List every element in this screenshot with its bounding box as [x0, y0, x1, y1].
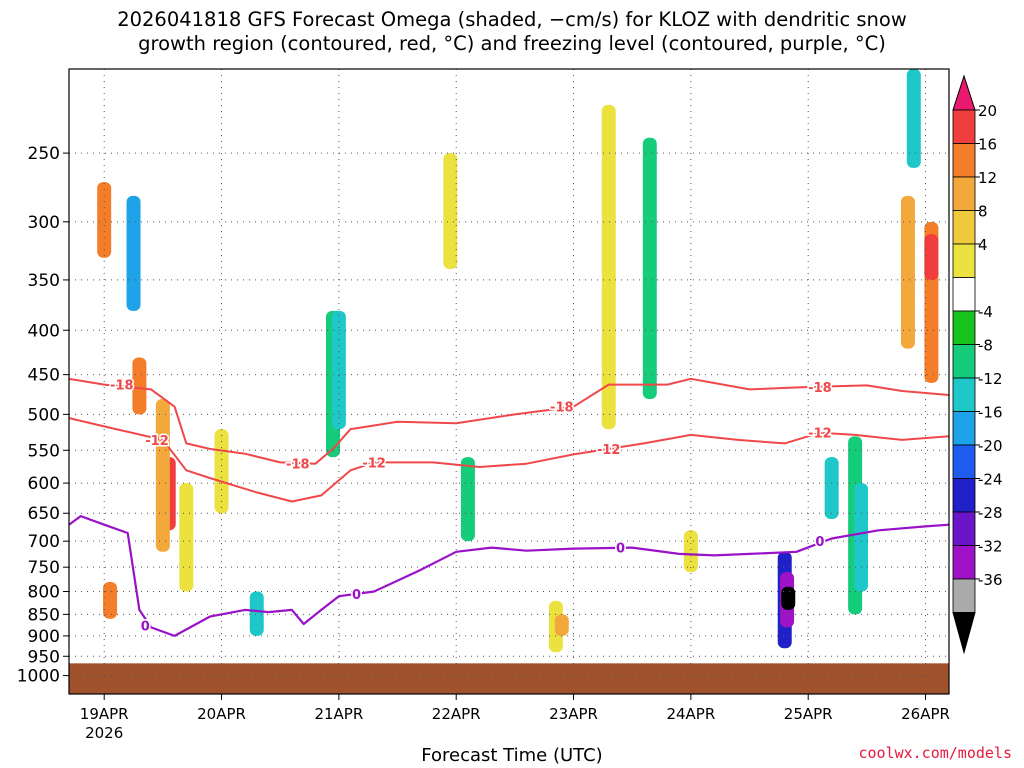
- contour-label--12C-1: -12: [362, 456, 386, 471]
- omega-cell-16: [642, 137, 657, 399]
- contour-label--18C-0: -18: [110, 379, 134, 394]
- omega-cell-24: [900, 195, 915, 349]
- contour-label--12C-3: -12: [808, 427, 832, 442]
- y-tick-label-700: 700: [28, 532, 60, 552]
- x-tick-label-3: 22APR: [432, 705, 481, 723]
- contour-label--18C-2: -18: [550, 401, 574, 416]
- colorbar-label-12: -32: [978, 538, 1003, 556]
- colorbar-arrow-top: [952, 74, 976, 111]
- y-tick-label-250: 250: [28, 144, 60, 164]
- y-tick-label-650: 650: [28, 504, 60, 524]
- colorbar-label-1: 16: [978, 136, 997, 154]
- colorbar-label-3: 8: [978, 203, 988, 221]
- omega-cell-3: [132, 357, 147, 415]
- y-tick-label-1000: 1000: [17, 667, 60, 687]
- y-tick-label-950: 950: [28, 647, 60, 667]
- y-tick-label-300: 300: [28, 213, 60, 233]
- credit-link[interactable]: coolwx.com/models: [858, 744, 1012, 762]
- contour-label-0C-2: 0: [616, 542, 625, 557]
- terrain-band: [69, 663, 949, 694]
- chart-title-line-2: growth region (contoured, red, °C) and f…: [138, 32, 886, 55]
- plot-frame: [68, 68, 950, 695]
- y-tick-label-800: 800: [28, 583, 60, 603]
- omega-cell-12: [460, 457, 475, 542]
- y-tick-label-400: 400: [28, 321, 60, 341]
- y-tick-label-500: 500: [28, 405, 60, 425]
- omega-cell-27: [906, 69, 921, 168]
- plot-area: [69, 69, 949, 694]
- omega-cell-14: [554, 614, 569, 636]
- colorbar-swatch-13: [952, 511, 976, 546]
- contour-label--12C-2: -12: [597, 443, 621, 458]
- colorbar-label-4: 4: [978, 236, 988, 254]
- colorbar-swatch-3: [952, 176, 976, 211]
- colorbar-label-13: -36: [978, 571, 1003, 589]
- colorbar-label-0: 20: [978, 102, 997, 120]
- omega-cell-1: [103, 581, 118, 619]
- x-tick-label-0: 19APR: [80, 705, 129, 723]
- x-tick-label-1: 20APR: [197, 705, 246, 723]
- colorbar-swatch-14: [952, 545, 976, 580]
- colorbar-swatch-5: [952, 243, 976, 278]
- colorbar-label-9: -20: [978, 437, 1003, 455]
- omega-cell-23: [854, 483, 868, 592]
- omega-cell-20: [781, 586, 796, 610]
- omega-cell-21: [824, 457, 839, 519]
- y-tick-label-900: 900: [28, 627, 60, 647]
- colorbar-swatch-7: [952, 310, 976, 345]
- colorbar-swatch-12: [952, 478, 976, 513]
- contour--12C: [69, 417, 949, 503]
- x-tick-label-6: 25APR: [784, 705, 833, 723]
- colorbar-label-2: 12: [978, 169, 997, 187]
- contour-label-0C-0: 0: [141, 619, 150, 634]
- y-tick-label-600: 600: [28, 474, 60, 494]
- omega-cell-26: [924, 234, 939, 280]
- colorbar-swatch-11: [952, 444, 976, 479]
- omega-cell-10: [331, 310, 346, 430]
- y-tick-label-450: 450: [28, 366, 60, 386]
- omega-cell-17: [683, 530, 698, 573]
- colorbar-swatch-15: [952, 578, 976, 613]
- colorbar-arrow-bottom: [952, 612, 976, 655]
- omega-cell-8: [249, 591, 264, 636]
- contour-label-0C-1: 0: [352, 588, 361, 603]
- colorbar-label-7: -12: [978, 370, 1003, 388]
- x-tick-label-2: 21APR: [314, 705, 363, 723]
- omega-cell-11: [443, 153, 458, 269]
- colorbar-label-10: -24: [978, 471, 1003, 489]
- colorbar-swatch-1: [952, 109, 976, 144]
- colorbar-swatch-2: [952, 143, 976, 178]
- y-tick-label-350: 350: [28, 271, 60, 291]
- colorbar-swatch-4: [952, 210, 976, 245]
- x-tick-label-5: 24APR: [666, 705, 715, 723]
- contour-0C: [69, 515, 949, 637]
- colorbar-swatch-8: [952, 344, 976, 379]
- colorbar-label-6: -8: [978, 337, 993, 355]
- y-tick-label-550: 550: [28, 441, 60, 461]
- omega-cell-6: [179, 483, 194, 592]
- x-axis-title: Forecast Time (UTC): [421, 745, 603, 766]
- omega-cell-2: [126, 195, 141, 311]
- chart-title-line-1: 2026041818 GFS Forecast Omega (shaded, −…: [117, 8, 907, 31]
- contour-label--12C-0: -12: [145, 434, 169, 449]
- colorbar-label-8: -16: [978, 404, 1003, 422]
- x-tick-label-4: 23APR: [549, 705, 598, 723]
- y-tick-label-850: 850: [28, 605, 60, 625]
- colorbar-swatch-10: [952, 411, 976, 446]
- contour--18C: [69, 377, 949, 465]
- omega-cell-15: [601, 104, 616, 430]
- colorbar-label-5: -4: [978, 303, 993, 321]
- colorbar-label-11: -28: [978, 504, 1003, 522]
- contour-label--18C-3: -18: [808, 381, 832, 396]
- colorbar-swatch-9: [952, 377, 976, 412]
- omega-cell-5: [155, 398, 170, 552]
- x-tick-label-7: 26APR: [901, 705, 950, 723]
- contour-label--18C-1: -18: [286, 458, 310, 473]
- x-tick-sublabel-0: 2026: [85, 724, 123, 742]
- colorbar-swatch-6: [952, 277, 976, 312]
- y-tick-label-750: 750: [28, 558, 60, 578]
- contour-label-0C-3: 0: [815, 535, 824, 550]
